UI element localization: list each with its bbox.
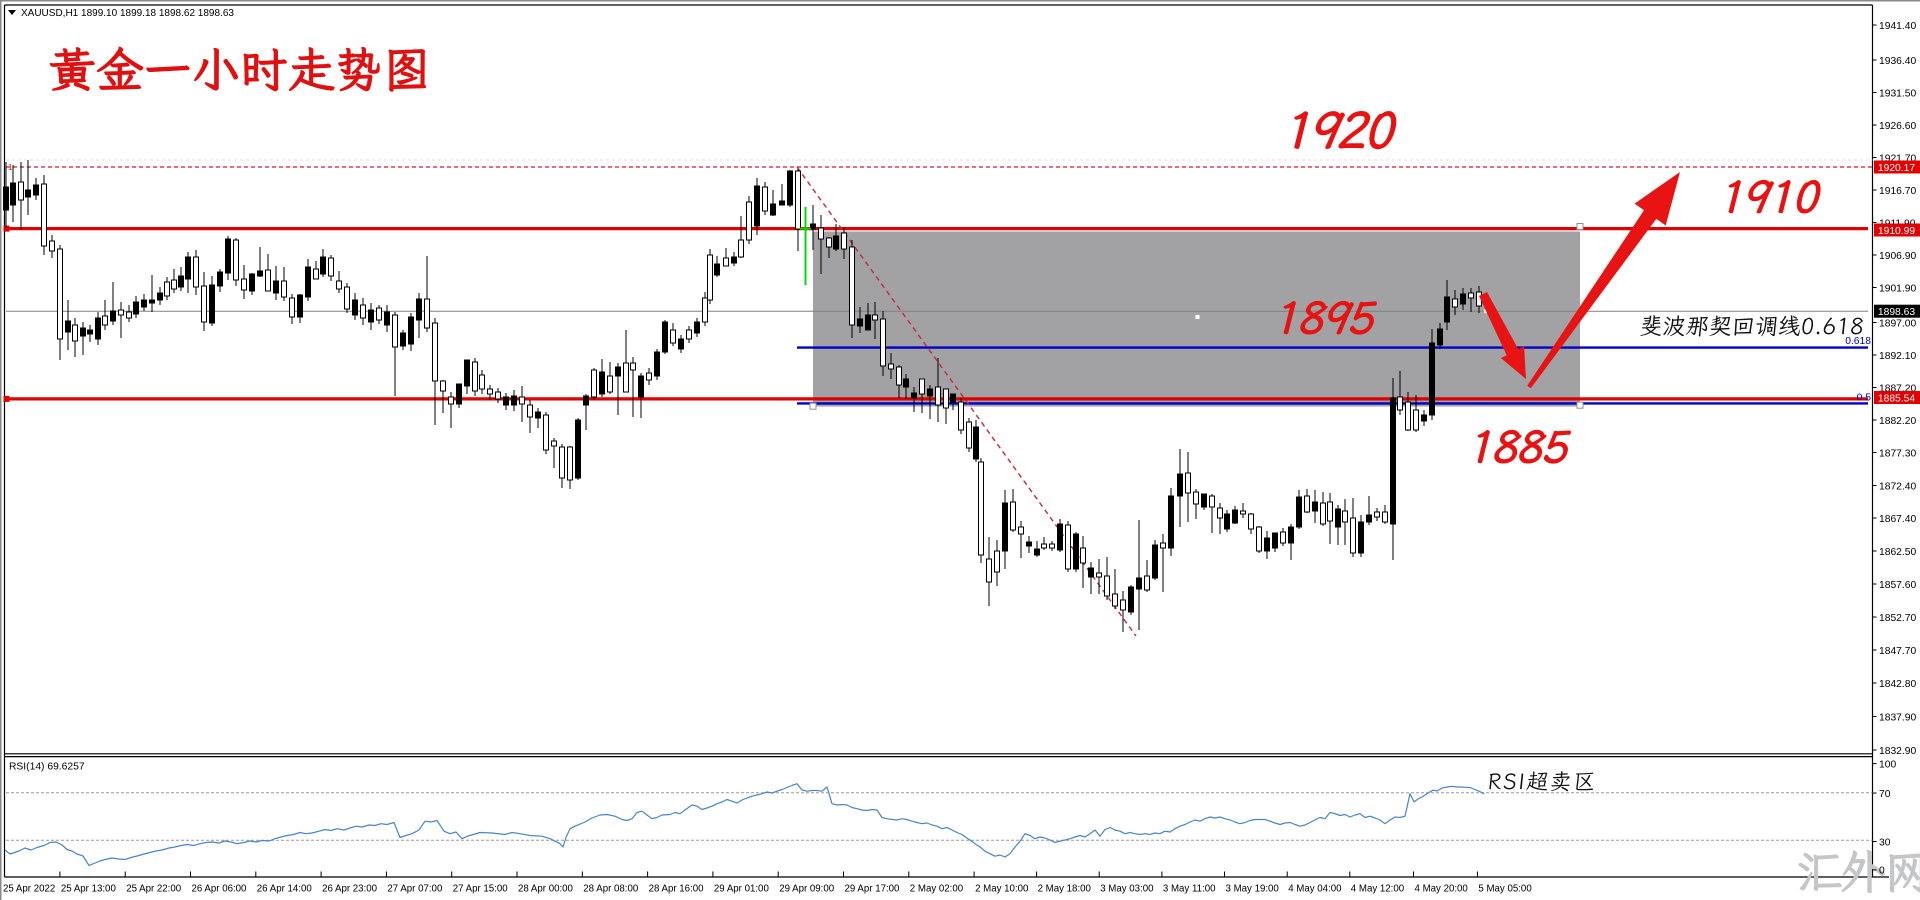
svg-text:1910.99: 1910.99 <box>1878 226 1915 237</box>
svg-text:4 May 04:00: 4 May 04:00 <box>1288 884 1342 895</box>
svg-text:70: 70 <box>1879 789 1891 800</box>
svg-text:1847.70: 1847.70 <box>1879 646 1916 657</box>
svg-text:1898.63: 1898.63 <box>1878 307 1915 318</box>
svg-text:1936.40: 1936.40 <box>1879 56 1916 67</box>
svg-text:28 Apr 16:00: 28 Apr 16:00 <box>649 884 705 895</box>
svg-text:25 Apr 22:00: 25 Apr 22:00 <box>126 884 182 895</box>
svg-text:1862.50: 1862.50 <box>1879 547 1916 558</box>
svg-text:XAUUSD,H1 1899.10 1899.18 189: XAUUSD,H1 1899.10 1899.18 1898.62 1898.6… <box>21 8 234 19</box>
svg-text:27 Apr 15:00: 27 Apr 15:00 <box>453 884 509 895</box>
svg-text:0.5: 0.5 <box>1857 393 1872 404</box>
svg-text:1887.20: 1887.20 <box>1879 383 1916 394</box>
svg-text:RSI(14) 69.6257: RSI(14) 69.6257 <box>9 762 85 773</box>
svg-text:1916.70: 1916.70 <box>1879 186 1916 197</box>
svg-text:1877.30: 1877.30 <box>1879 448 1916 459</box>
svg-text:1941.40: 1941.40 <box>1879 21 1916 32</box>
svg-text:3 May 03:00: 3 May 03:00 <box>1100 884 1154 895</box>
svg-text:1872.40: 1872.40 <box>1879 481 1916 492</box>
svg-text:1852.70: 1852.70 <box>1879 613 1916 624</box>
svg-text:4 May 12:00: 4 May 12:00 <box>1351 884 1405 895</box>
svg-text:1926.60: 1926.60 <box>1879 121 1916 132</box>
svg-text:4 May 20:00: 4 May 20:00 <box>1415 884 1469 895</box>
svg-text:2 May 10:00: 2 May 10:00 <box>975 884 1029 895</box>
svg-text:1867.40: 1867.40 <box>1879 514 1916 525</box>
svg-text:100: 100 <box>1879 759 1896 770</box>
svg-text:1: 1 <box>8 163 13 172</box>
svg-text:25 Apr 2022: 25 Apr 2022 <box>3 884 55 895</box>
svg-text:1885.54: 1885.54 <box>1878 393 1915 404</box>
svg-text:28 Apr 08:00: 28 Apr 08:00 <box>583 884 639 895</box>
svg-text:1857.60: 1857.60 <box>1879 580 1916 591</box>
svg-text:1897.00: 1897.00 <box>1879 318 1916 329</box>
svg-text:27 Apr 07:00: 27 Apr 07:00 <box>387 884 443 895</box>
svg-text:3 May 11:00: 3 May 11:00 <box>1163 884 1216 895</box>
svg-text:2 May 18:00: 2 May 18:00 <box>1038 884 1092 895</box>
svg-text:2 May 02:00: 2 May 02:00 <box>910 884 964 895</box>
svg-text:25 Apr 13:00: 25 Apr 13:00 <box>61 884 117 895</box>
svg-text:3 May 19:00: 3 May 19:00 <box>1226 884 1280 895</box>
svg-text:30: 30 <box>1879 837 1891 848</box>
svg-text:28 Apr 00:00: 28 Apr 00:00 <box>518 884 574 895</box>
svg-text:0.618: 0.618 <box>1845 336 1871 347</box>
svg-text:29 Apr 09:00: 29 Apr 09:00 <box>779 884 835 895</box>
svg-text:1931.50: 1931.50 <box>1879 88 1916 99</box>
svg-text:1832.90: 1832.90 <box>1879 746 1916 757</box>
svg-text:1837.90: 1837.90 <box>1879 712 1916 723</box>
svg-text:26 Apr 14:00: 26 Apr 14:00 <box>257 884 313 895</box>
svg-text:26 Apr 06:00: 26 Apr 06:00 <box>192 884 248 895</box>
svg-text:1901.90: 1901.90 <box>1879 283 1916 294</box>
svg-text:1920.17: 1920.17 <box>1878 163 1915 174</box>
svg-text:1842.80: 1842.80 <box>1879 679 1916 690</box>
svg-text:29 Apr 17:00: 29 Apr 17:00 <box>845 884 901 895</box>
svg-text:26 Apr 23:00: 26 Apr 23:00 <box>322 884 378 895</box>
svg-text:29 Apr 01:00: 29 Apr 01:00 <box>714 884 770 895</box>
svg-text:1882.20: 1882.20 <box>1879 416 1916 427</box>
svg-text:0: 0 <box>1879 866 1885 877</box>
svg-text:1906.90: 1906.90 <box>1879 251 1916 262</box>
svg-text:1892.10: 1892.10 <box>1879 351 1916 362</box>
svg-text:1921.70: 1921.70 <box>1879 153 1916 164</box>
svg-text:5 May 05:00: 5 May 05:00 <box>1478 884 1532 895</box>
